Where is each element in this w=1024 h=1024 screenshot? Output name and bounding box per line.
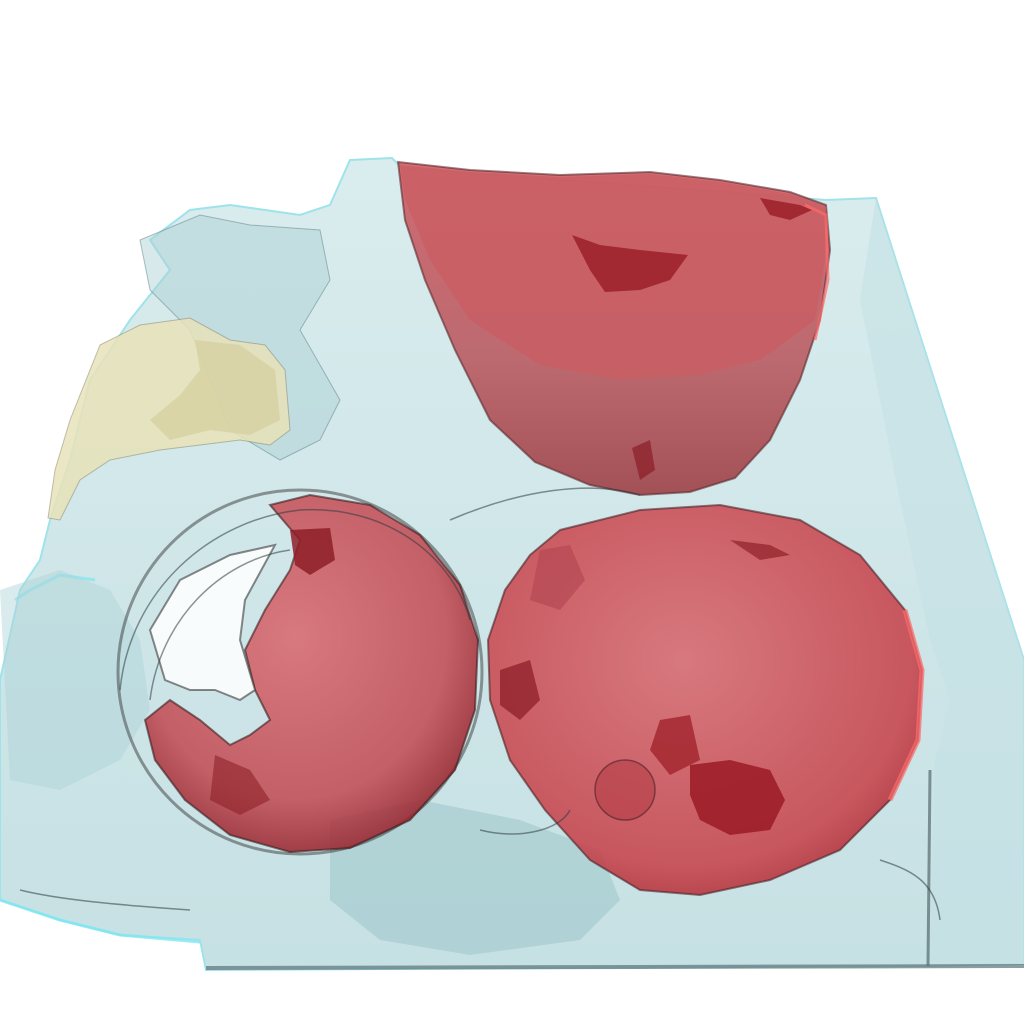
red-sphere-left [116,488,484,856]
contour-lines [19,487,941,921]
red-sphere-right [486,503,925,897]
red-lobe-top [396,160,832,497]
yellow-region [47,317,291,521]
